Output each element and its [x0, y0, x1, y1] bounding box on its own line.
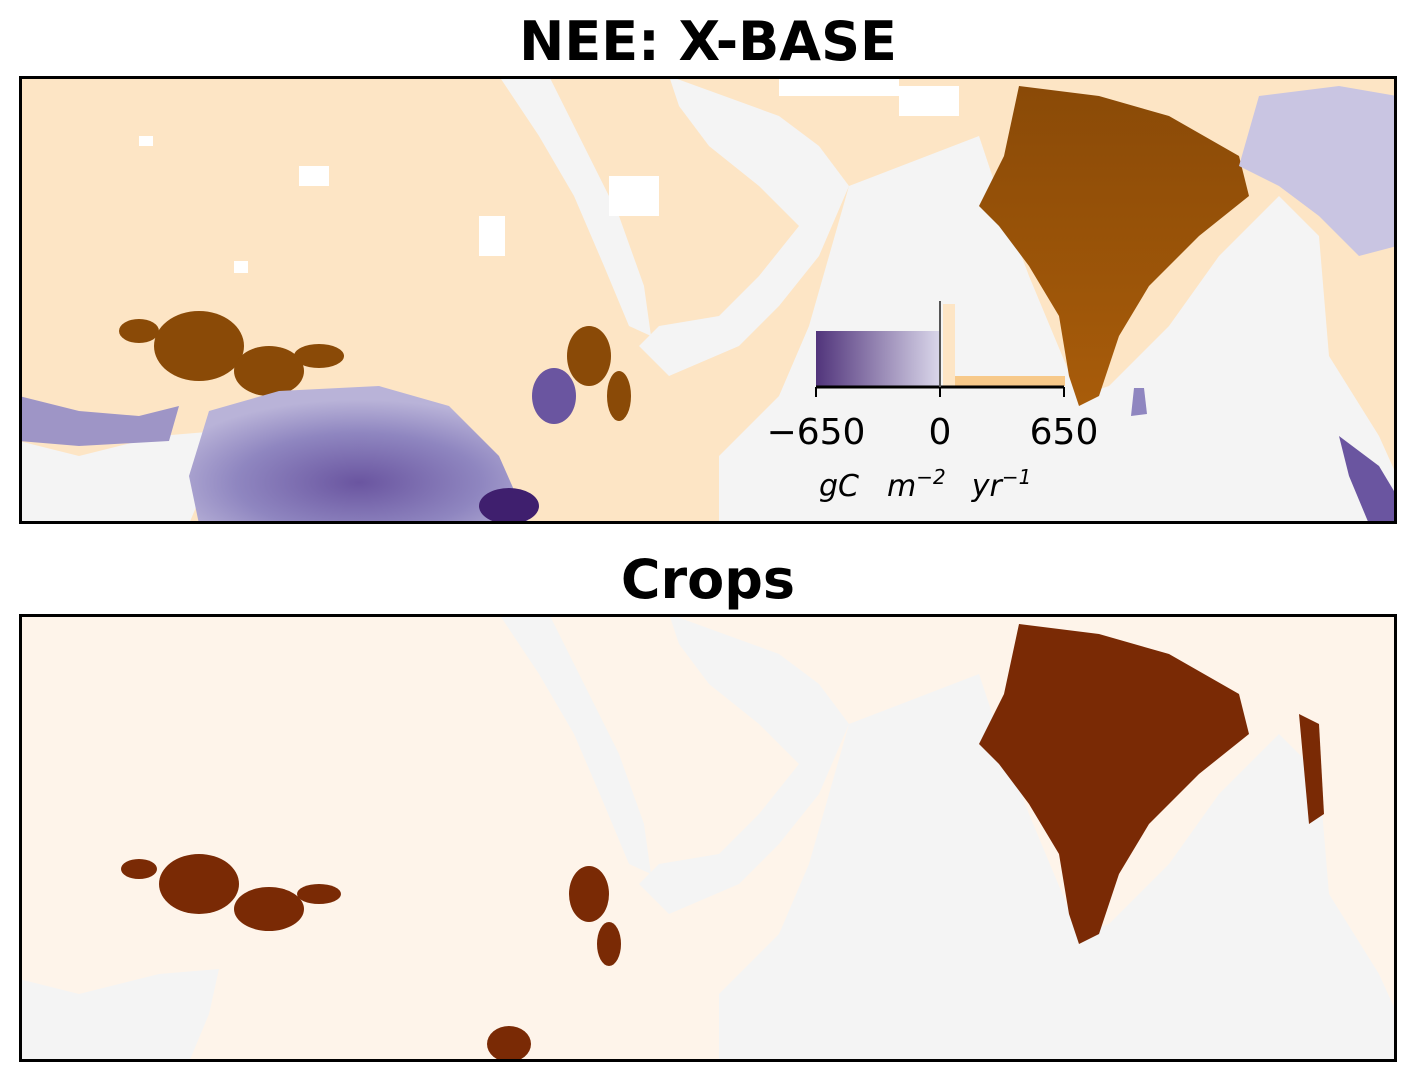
- gulf-of-guinea: [19, 431, 219, 524]
- west-africa-sink: [19, 396, 179, 446]
- congo-sink: [189, 386, 529, 524]
- map-frame: [19, 76, 1397, 524]
- panel-title-crops: Crops: [620, 548, 796, 611]
- crops-red-sea: [499, 614, 651, 874]
- colorbar: −650 0 650 gC m−2 yr−1: [767, 301, 1099, 504]
- desert-patches: [139, 76, 959, 273]
- nee-map: −650 0 650 gC m−2 yr−1: [19, 76, 1397, 524]
- colorbar-units: gC m−2 yr−1: [819, 465, 1031, 504]
- southeast-asia-sink: [1239, 86, 1397, 256]
- colorbar-tick-label-neg: −650: [767, 412, 866, 453]
- colorbar-pos-histogram: [943, 304, 955, 386]
- malaysia-sink: [1339, 436, 1397, 524]
- crops-map: [19, 614, 1397, 1062]
- colorbar-neg-histogram: [816, 331, 941, 386]
- crops-indian-ocean: [639, 614, 1397, 1062]
- sahel-sources: [119, 311, 631, 421]
- ethiopia-sink: [532, 368, 576, 424]
- east-africa-sink: [479, 488, 539, 524]
- colorbar-tick-label-zero: 0: [929, 412, 952, 453]
- crops-map-frame: [19, 614, 1397, 1062]
- crop-mask-africa: [121, 854, 621, 1062]
- red-sea: [499, 76, 651, 336]
- india-source: [979, 86, 1249, 406]
- crop-mask-india: [979, 624, 1249, 944]
- sri-lanka: [1131, 388, 1147, 416]
- crop-mask-myanmar: [1299, 714, 1324, 824]
- indian-ocean: [639, 76, 1397, 524]
- colorbar-pos-tail: [955, 376, 1065, 386]
- crops-gulf-of-guinea: [19, 969, 219, 1062]
- colorbar-tick-label-pos: 650: [1030, 412, 1099, 453]
- panel-title-nee: NEE: X-BASE: [519, 10, 897, 73]
